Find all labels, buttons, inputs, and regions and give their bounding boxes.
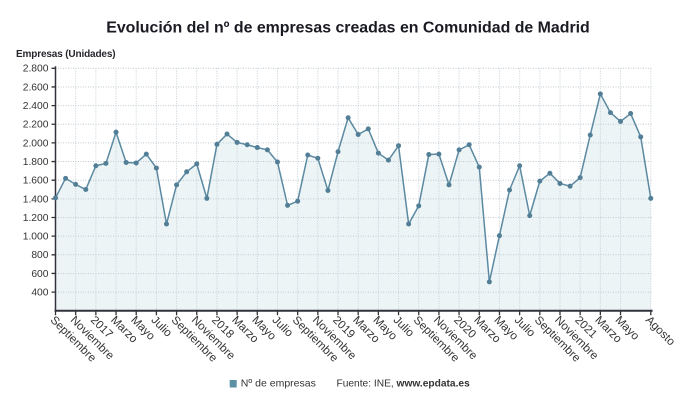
svg-text:1.800: 1.800	[23, 157, 49, 168]
svg-text:2.400: 2.400	[23, 101, 49, 112]
svg-text:2.600: 2.600	[23, 82, 49, 93]
svg-text:Empresas (Unidades): Empresas (Unidades)	[16, 49, 115, 60]
svg-text:600: 600	[31, 269, 48, 280]
svg-text:800: 800	[31, 250, 48, 261]
svg-text:2.800: 2.800	[23, 64, 49, 75]
svg-text:400: 400	[31, 288, 48, 299]
svg-text:Nº de empresas: Nº de empresas	[241, 377, 316, 389]
svg-text:1.000: 1.000	[23, 232, 49, 243]
svg-text:Evolución del nº de empresas c: Evolución del nº de empresas creadas en …	[106, 20, 590, 37]
svg-text:2.200: 2.200	[23, 120, 49, 131]
svg-text:2.000: 2.000	[23, 138, 49, 149]
svg-text:1.200: 1.200	[23, 213, 49, 224]
svg-text:1.400: 1.400	[23, 194, 49, 205]
svg-text:Fuente: INE, www.epdata.es: Fuente: INE, www.epdata.es	[337, 378, 471, 389]
svg-text:1.600: 1.600	[23, 176, 49, 187]
